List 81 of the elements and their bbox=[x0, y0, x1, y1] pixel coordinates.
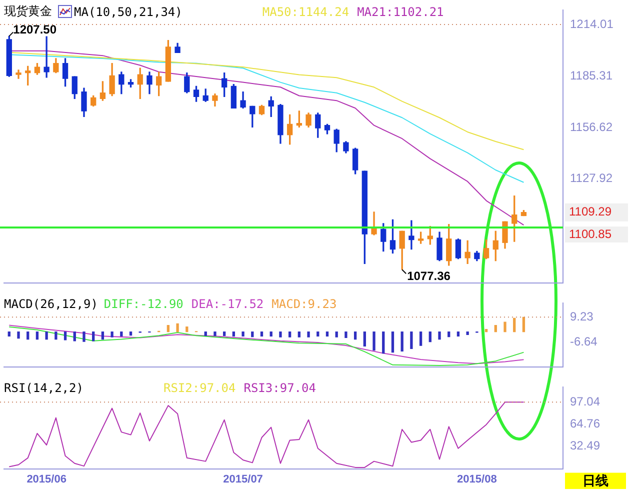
annotation: 1077.36 bbox=[407, 268, 451, 283]
y-tick-label: 32.49 bbox=[570, 438, 600, 452]
y-tick-label: 9.23 bbox=[570, 309, 594, 324]
text: RSI3:97.04 bbox=[244, 381, 316, 395]
bar bbox=[326, 331, 329, 336]
bar bbox=[410, 331, 413, 350]
text: 日线 bbox=[582, 474, 608, 489]
text: MA21:1102.21 bbox=[357, 4, 444, 18]
bar bbox=[419, 331, 422, 346]
series-label: DIFF:-12.90 bbox=[104, 297, 184, 311]
bar bbox=[17, 331, 20, 339]
bar bbox=[222, 331, 226, 336]
bar bbox=[204, 331, 207, 336]
bar bbox=[279, 331, 282, 338]
bar bbox=[494, 324, 497, 332]
bar bbox=[288, 331, 292, 338]
bar bbox=[120, 331, 123, 336]
bar bbox=[260, 331, 264, 336]
bar bbox=[82, 331, 86, 342]
bar bbox=[186, 326, 188, 332]
bar bbox=[176, 323, 179, 332]
bar bbox=[251, 331, 254, 338]
bar bbox=[232, 331, 236, 336]
candlestick bbox=[408, 220, 414, 250]
bar bbox=[26, 331, 30, 340]
text: 1109.29 bbox=[569, 204, 612, 219]
bar bbox=[335, 331, 338, 338]
x-tick-label: 2015/08 bbox=[457, 473, 497, 486]
bar bbox=[8, 331, 10, 336]
bar bbox=[372, 331, 376, 351]
bar bbox=[448, 331, 450, 338]
bar bbox=[513, 318, 516, 332]
y-tick-label: 97.04 bbox=[570, 394, 600, 408]
bar bbox=[64, 331, 67, 340]
y-tick-label: 1127.92 bbox=[570, 171, 613, 186]
chart-title: 现货黄金 bbox=[4, 3, 52, 20]
x-tick-label: 2015/07 bbox=[223, 473, 263, 486]
chart-subtitle: MA(10,50,21,34) bbox=[74, 4, 182, 18]
bar bbox=[45, 331, 48, 340]
bar bbox=[242, 331, 244, 336]
bar bbox=[504, 322, 506, 332]
legend-label: RSI2:97.04 bbox=[163, 381, 236, 395]
bar bbox=[466, 331, 469, 336]
bar bbox=[36, 331, 39, 340]
bar bbox=[307, 331, 310, 338]
y-tick-label: -6.64 bbox=[570, 334, 598, 349]
x-tick-label: 2015/06 bbox=[26, 473, 66, 486]
bar bbox=[363, 331, 366, 346]
candlestick bbox=[44, 36, 50, 78]
bar bbox=[54, 331, 58, 340]
bar bbox=[522, 316, 526, 332]
bar bbox=[438, 331, 441, 340]
bar bbox=[92, 331, 95, 342]
bar bbox=[129, 331, 132, 336]
y-tick-label: 64.76 bbox=[570, 416, 600, 430]
bar bbox=[456, 331, 460, 336]
candlestick bbox=[16, 70, 22, 79]
bar bbox=[382, 331, 385, 354]
y-tick-label: 1214.01 bbox=[570, 16, 614, 31]
bar bbox=[391, 331, 394, 353]
y-tick-label: 1185.31 bbox=[570, 68, 613, 82]
bar bbox=[316, 331, 320, 336]
bar bbox=[344, 331, 348, 338]
bar bbox=[214, 331, 216, 336]
annotation: 1207.50 bbox=[13, 22, 57, 37]
bar bbox=[101, 331, 104, 340]
bar bbox=[110, 331, 114, 338]
text: MA50:1144.24 bbox=[262, 4, 350, 18]
bar bbox=[428, 331, 432, 342]
bar bbox=[354, 331, 357, 340]
chart-title: RSI(14,2,2) bbox=[4, 381, 84, 395]
bar bbox=[73, 331, 76, 342]
ref-line-label: 1100.85 bbox=[569, 226, 612, 241]
bar bbox=[400, 331, 404, 352]
series-label: MACD:9.23 bbox=[272, 297, 337, 311]
bar bbox=[270, 331, 272, 336]
bar bbox=[298, 331, 300, 338]
chart-title: MACD(26,12,9) bbox=[4, 297, 98, 311]
bar bbox=[166, 324, 170, 332]
text: DEA:-17.52 bbox=[191, 297, 264, 311]
y-tick-label: 1156.62 bbox=[570, 120, 613, 134]
